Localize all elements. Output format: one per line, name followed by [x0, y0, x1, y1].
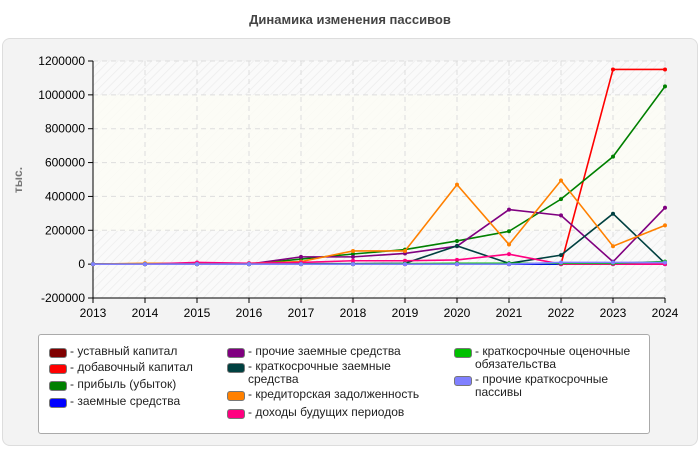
legend-swatch: [49, 364, 67, 374]
data-point: [663, 260, 667, 265]
x-tick-label: 2016: [236, 306, 263, 320]
legend-item: - доходы будущих периодов: [227, 406, 438, 419]
y-axis-label: тыс.: [11, 167, 25, 193]
x-tick-label: 2018: [340, 306, 367, 320]
data-point: [663, 205, 667, 210]
data-point: [455, 182, 459, 187]
legend-item: - прочие заемные средства: [227, 345, 438, 358]
data-point: [351, 248, 355, 253]
data-point: [403, 248, 407, 253]
data-point: [507, 252, 511, 257]
legend: - уставный капитал - добавочный капитал - …: [38, 334, 650, 434]
x-tick-label: 2014: [132, 306, 159, 320]
legend-item: - краткосрочные заемные средства: [227, 360, 438, 386]
legend-swatch: [227, 363, 245, 373]
legend-swatch: [49, 348, 67, 358]
data-point: [351, 251, 355, 256]
legend-swatch: [454, 348, 472, 358]
x-tick-label: 2022: [548, 306, 575, 320]
data-point: [351, 254, 355, 259]
data-point: [351, 262, 355, 267]
legend-label: - прибыль (убыток): [70, 377, 177, 391]
legend-swatch: [227, 348, 245, 358]
data-point: [455, 243, 459, 248]
series-line-7: [93, 253, 665, 265]
data-point: [663, 84, 667, 89]
legend-swatch: [49, 381, 67, 391]
data-point: [663, 223, 667, 228]
y-tick-label: 1000000: [38, 88, 85, 102]
data-point: [91, 262, 95, 267]
data-point: [559, 213, 563, 218]
legend-swatch: [227, 409, 245, 419]
y-tick-label: 1200000: [38, 54, 85, 68]
data-point: [403, 258, 407, 263]
data-point: [455, 257, 459, 262]
legend-label: - добавочный капитал: [70, 360, 193, 374]
data-point: [195, 262, 199, 267]
data-point: [559, 197, 563, 202]
x-tick-label: 2020: [444, 306, 471, 320]
legend-label: - заемные средства: [70, 394, 181, 408]
data-point: [611, 211, 615, 216]
x-tick-label: 2015: [184, 306, 211, 320]
x-tick-label: 2017: [288, 306, 315, 320]
x-tick-label: 2021: [496, 306, 523, 320]
x-tick-label: 2024: [652, 306, 679, 320]
y-tick-label: 200000: [45, 223, 85, 237]
data-point: [611, 260, 615, 265]
data-point: [507, 229, 511, 234]
y-tick-label: 600000: [45, 156, 85, 170]
legend-item: - заемные средства: [49, 395, 260, 408]
legend-swatch: [49, 398, 67, 408]
legend-label: - доходы будущих периодов: [248, 405, 405, 419]
plot-band: [93, 95, 665, 231]
data-point: [247, 262, 251, 267]
legend-label: - прочие краткосрочные пассивы: [475, 372, 609, 399]
series-line-9: [93, 261, 665, 265]
data-point: [559, 178, 563, 183]
legend-item: - краткосрочные оценочные обязательства: [454, 345, 655, 371]
legend-item: - уставный капитал: [49, 345, 260, 358]
data-point: [663, 67, 667, 72]
data-point: [507, 207, 511, 212]
data-point: [299, 262, 303, 267]
data-point: [351, 258, 355, 263]
x-tick-label: 2023: [600, 306, 627, 320]
data-point: [611, 67, 615, 72]
data-point: [611, 154, 615, 159]
data-point: [299, 254, 303, 259]
data-point: [507, 242, 511, 247]
data-point: [143, 262, 147, 267]
x-tick-label: 2013: [80, 306, 107, 320]
legend-label: - краткосрочные оценочные обязательства: [475, 344, 631, 371]
data-point: [559, 253, 563, 258]
y-tick-label: 800000: [45, 122, 85, 136]
data-point: [559, 260, 563, 265]
legend-item: - прибыль (убыток): [49, 378, 260, 391]
chart-title: Динамика изменения пассивов: [249, 12, 451, 27]
y-tick-label: 400000: [45, 189, 85, 203]
legend-label: - кредиторская задолженность: [248, 387, 420, 401]
data-point: [507, 262, 511, 267]
x-tick-label: 2019: [392, 306, 419, 320]
legend-swatch: [454, 376, 472, 386]
data-point: [403, 262, 407, 267]
legend-swatch: [227, 391, 245, 401]
legend-label: - прочие заемные средства: [248, 344, 401, 358]
legend-item: - прочие краткосрочные пассивы: [454, 373, 655, 399]
y-tick-label: 0: [78, 257, 85, 271]
data-point: [455, 238, 459, 243]
legend-item: - добавочный капитал: [49, 361, 260, 374]
legend-item: - кредиторская задолженность: [227, 388, 438, 401]
y-tick-label: -200000: [41, 291, 85, 305]
data-point: [455, 262, 459, 267]
data-point: [611, 244, 615, 249]
legend-label: - уставный капитал: [70, 344, 178, 358]
legend-label: - краткосрочные заемные средства: [248, 359, 391, 386]
